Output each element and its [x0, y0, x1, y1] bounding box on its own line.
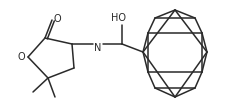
Text: O: O — [17, 52, 25, 62]
Text: HO: HO — [112, 13, 126, 23]
Text: N: N — [94, 43, 102, 53]
Text: O: O — [53, 14, 61, 24]
